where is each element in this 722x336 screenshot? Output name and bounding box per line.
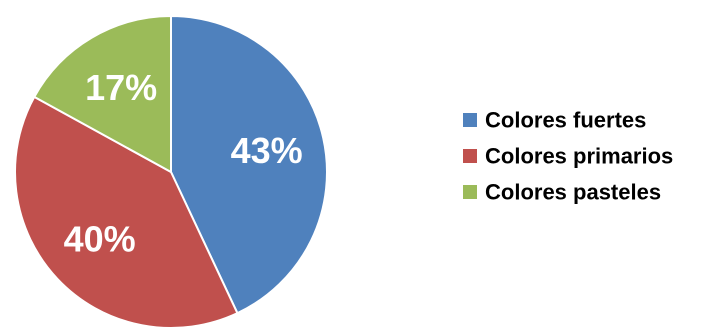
legend-item-colores-fuertes: Colores fuertes bbox=[463, 108, 646, 133]
pie-value-label-colores-fuertes: 43% bbox=[231, 130, 303, 171]
pie-value-labels: 43% 40% 17% bbox=[64, 67, 303, 260]
legend-label-colores-primarios: Colores primarios bbox=[485, 144, 673, 169]
legend-swatch-colores-fuertes bbox=[463, 113, 477, 127]
legend: Colores fuertes Colores primarios Colores … bbox=[463, 108, 673, 205]
pie-slice-colores-primarios bbox=[14, 95, 239, 329]
pie-slice-colores-fuertes bbox=[170, 15, 328, 315]
legend-item-colores-pasteles: Colores pasteles bbox=[463, 180, 661, 205]
legend-label-colores-pasteles: Colores pasteles bbox=[485, 180, 661, 205]
legend-swatch-colores-primarios bbox=[463, 149, 477, 163]
pie-value-label-colores-pasteles: 17% bbox=[85, 67, 157, 108]
pie-value-label-colores-primarios: 40% bbox=[64, 219, 136, 260]
legend-item-colores-primarios: Colores primarios bbox=[463, 144, 673, 169]
pie-slice-colores-pasteles bbox=[33, 15, 172, 173]
pie-slices bbox=[14, 15, 328, 329]
legend-swatch-colores-pasteles bbox=[463, 185, 477, 199]
legend-label-colores-fuertes: Colores fuertes bbox=[485, 108, 646, 133]
